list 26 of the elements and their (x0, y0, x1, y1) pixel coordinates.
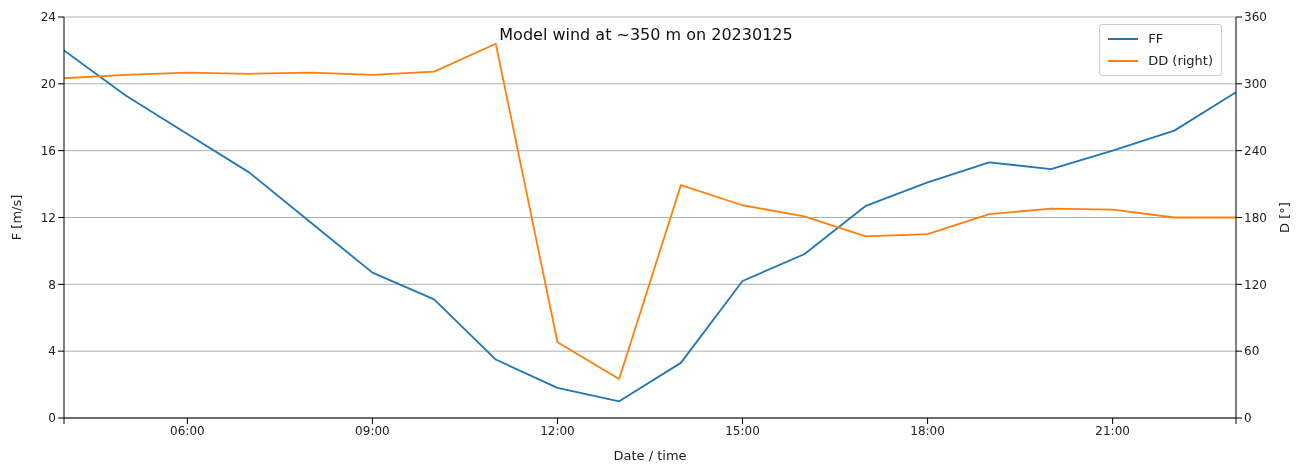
y-tick-label: 4 (48, 344, 56, 359)
x-tick-label: 18:00 (910, 423, 945, 438)
x-tick-label: 21:00 (1095, 423, 1130, 438)
y2-tick-label: 300 (1244, 77, 1267, 92)
y-tick-label: 24 (40, 10, 56, 25)
x-tick-label: 12:00 (540, 423, 575, 438)
text: Model wind at ~350 m on 20230125 (499, 25, 793, 44)
y2-tick-label: 120 (1244, 277, 1267, 292)
x-tick-label: 06:00 (170, 423, 205, 438)
y-tick-label: 20 (40, 77, 56, 92)
y2-axis-title: D [°] (1276, 202, 1292, 233)
y2-tick-label: 60 (1244, 344, 1260, 359)
x-axis-title: Date / time (613, 448, 687, 463)
y-tick-label: 0 (48, 411, 56, 426)
y2-tick-label: 240 (1244, 143, 1267, 158)
y2-tick-label: 0 (1244, 411, 1252, 426)
legend-label: FF (1148, 30, 1164, 48)
y-tick-label: 12 (40, 210, 56, 225)
y-axis-title: F [m/s] (8, 194, 24, 241)
y2-tick-label: 180 (1244, 210, 1267, 225)
x-tick-label: 15:00 (725, 423, 760, 438)
y2-tick-label: 360 (1244, 10, 1267, 25)
y-tick-label: 8 (48, 277, 56, 292)
y-tick-label: 16 (40, 143, 56, 158)
legend-label: DD (right) (1148, 52, 1213, 70)
x-tick-label: 09:00 (355, 423, 390, 438)
